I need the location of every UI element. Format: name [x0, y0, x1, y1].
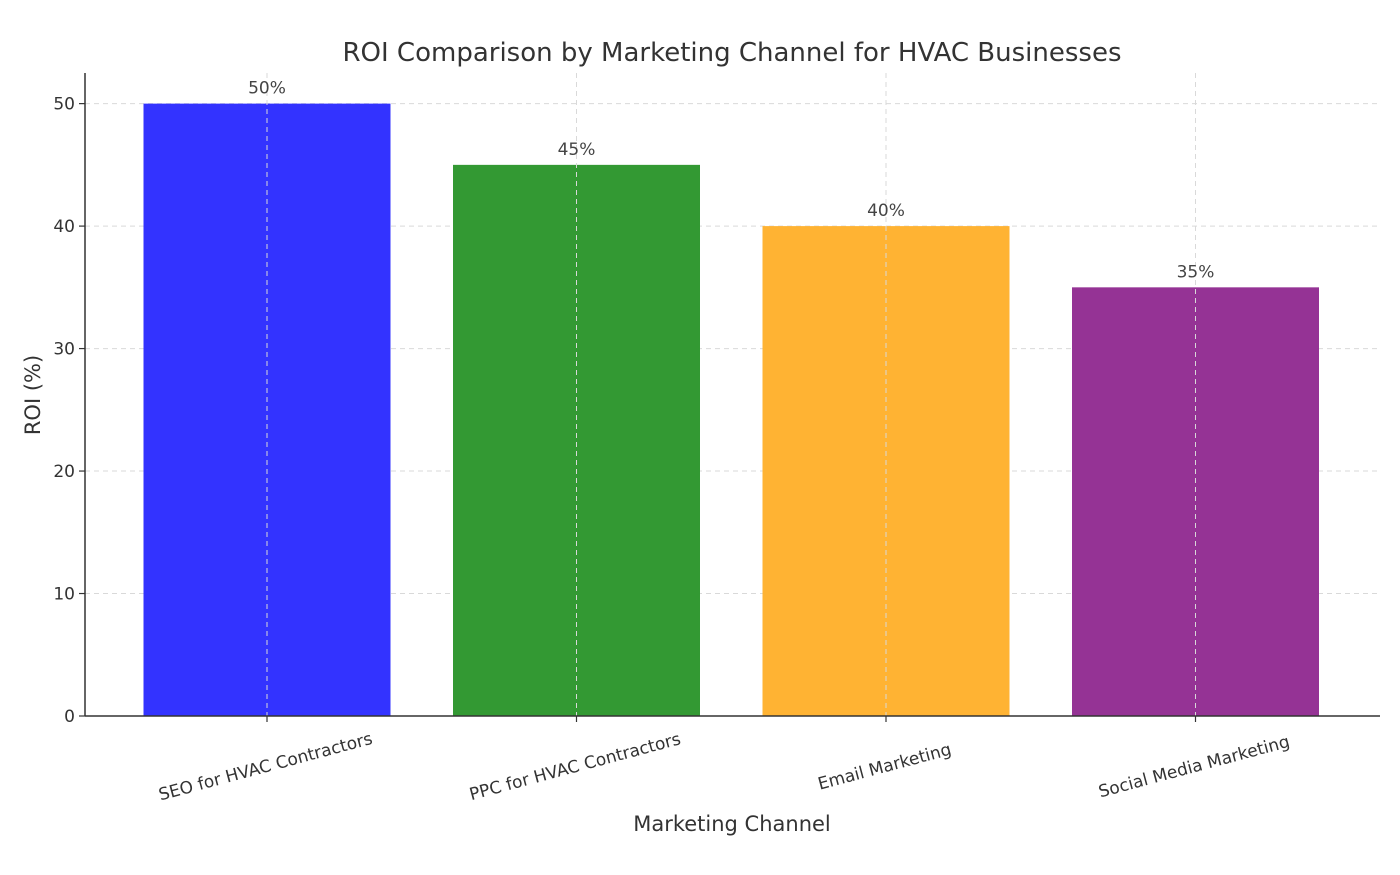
y-tick-label: 40 — [53, 217, 75, 237]
x-tick-label: SEO for HVAC Contractors — [157, 729, 375, 805]
chart-title: ROI Comparison by Marketing Channel for … — [342, 38, 1121, 68]
y-tick-label: 10 — [53, 585, 75, 605]
x-tick-label: PPC for HVAC Contractors — [467, 729, 683, 805]
y-tick-label: 50 — [53, 95, 75, 115]
axes — [79, 73, 1380, 722]
data-label: 35% — [1177, 262, 1215, 282]
bars — [143, 73, 1319, 717]
y-tick-label: 0 — [64, 707, 75, 727]
y-tick-label: 30 — [53, 340, 75, 360]
x-tick-label: Social Media Marketing — [1096, 732, 1291, 802]
data-label: 45% — [558, 140, 596, 160]
data-label: 50% — [248, 79, 286, 99]
x-axis-title: Marketing Channel — [633, 812, 831, 836]
data-label: 40% — [867, 201, 905, 221]
x-tick-label: Email Marketing — [816, 740, 954, 795]
y-axis-title: ROI (%) — [21, 355, 45, 435]
y-tick-label: 20 — [53, 462, 75, 482]
